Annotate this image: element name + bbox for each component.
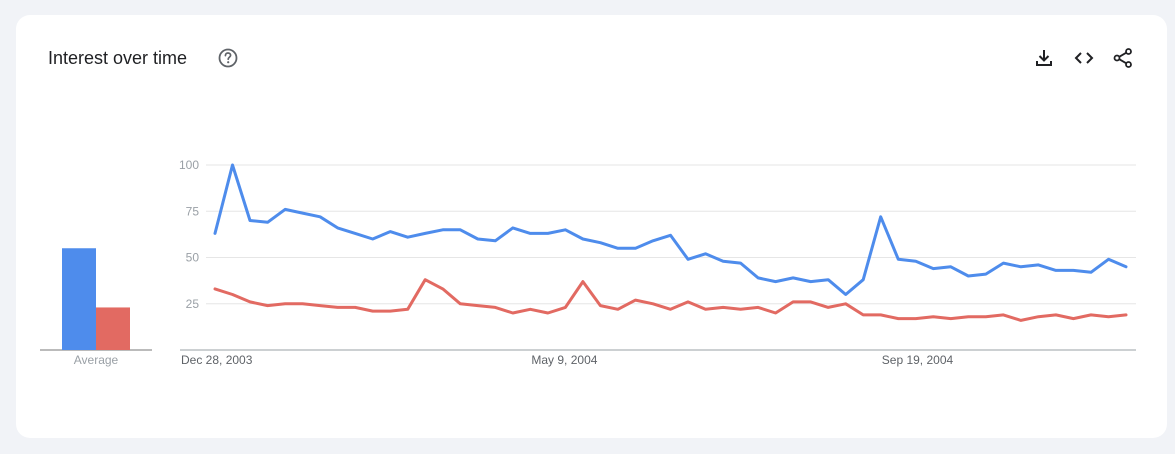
average-bar-series-2[interactable] xyxy=(96,307,130,350)
average-label: Average xyxy=(74,353,119,367)
x-tick-label-1: Dec 28, 2003 xyxy=(181,353,253,367)
series-line-2[interactable] xyxy=(213,278,1128,322)
y-tick-label-50: 50 xyxy=(186,251,200,265)
help-icon[interactable] xyxy=(217,47,239,69)
embed-code-icon[interactable] xyxy=(1073,47,1095,69)
x-tick-label-3: Sep 19, 2004 xyxy=(882,353,954,367)
chart-area: Average 25 50 75 100 Dec 28, 2003 May 9, 2004… xyxy=(40,158,1136,367)
series-line-1[interactable] xyxy=(213,163,1128,296)
y-tick-label-100: 100 xyxy=(179,158,199,172)
y-tick-label-25: 25 xyxy=(186,297,200,311)
line-chart xyxy=(213,163,1128,322)
download-icon[interactable] xyxy=(1033,47,1055,69)
x-tick-label-2: May 9, 2004 xyxy=(531,353,597,367)
average-bar-chart: Average xyxy=(40,248,152,367)
share-icon[interactable] xyxy=(1112,47,1134,69)
interest-over-time-card: Interest over time Average 25 50 75 100 xyxy=(16,15,1167,438)
card-title: Interest over time xyxy=(48,48,188,68)
grid-lines: 25 50 75 100 Dec 28, 2003 May 9, 2004 Sep 19, … xyxy=(179,158,1136,367)
average-bar-series-1[interactable] xyxy=(62,248,96,350)
y-tick-label-75: 75 xyxy=(186,204,200,218)
